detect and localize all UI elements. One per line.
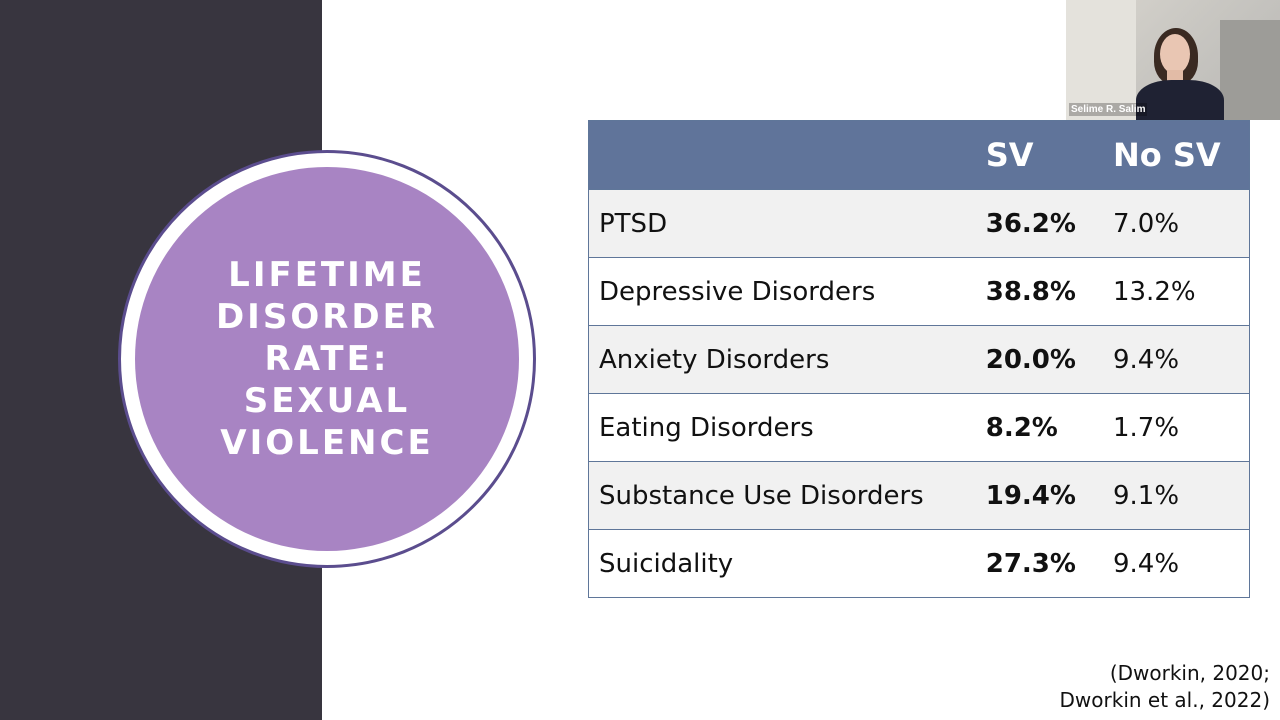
row-no-sv-value: 7.0% bbox=[1112, 189, 1250, 258]
row-label: Anxiety Disorders bbox=[588, 325, 974, 394]
disorder-rate-table: SV No SV PTSD 36.2% 7.0% Depressive Diso… bbox=[588, 120, 1250, 598]
title-circle: LIFETIME DISORDER RATE: SEXUAL VIOLENCE bbox=[135, 167, 519, 551]
citation-line: Dworkin et al., 2022) bbox=[1059, 688, 1270, 712]
slide-title: LIFETIME DISORDER RATE: SEXUAL VIOLENCE bbox=[216, 254, 438, 464]
participant-body bbox=[1136, 80, 1224, 120]
table-header-row: SV No SV bbox=[588, 120, 1250, 190]
header-no-sv: No SV bbox=[1112, 120, 1250, 190]
row-no-sv-value: 9.4% bbox=[1112, 529, 1250, 598]
row-sv-value: 19.4% bbox=[973, 461, 1113, 530]
row-label: Substance Use Disorders bbox=[588, 461, 974, 530]
header-sv: SV bbox=[973, 120, 1113, 190]
row-label: Suicidality bbox=[588, 529, 974, 598]
row-no-sv-value: 1.7% bbox=[1112, 393, 1250, 462]
row-sv-value: 8.2% bbox=[973, 393, 1113, 462]
table-row: Eating Disorders 8.2% 1.7% bbox=[588, 393, 1250, 462]
slide-title-line: DISORDER bbox=[215, 297, 439, 337]
row-label: Eating Disorders bbox=[588, 393, 974, 462]
video-background bbox=[1066, 0, 1136, 120]
table-row: Anxiety Disorders 20.0% 9.4% bbox=[588, 325, 1250, 394]
row-sv-value: 20.0% bbox=[973, 325, 1113, 394]
row-no-sv-value: 9.4% bbox=[1112, 325, 1250, 394]
row-sv-value: 38.8% bbox=[973, 257, 1113, 326]
header-label bbox=[588, 120, 974, 190]
table-row: Substance Use Disorders 19.4% 9.1% bbox=[588, 461, 1250, 530]
participant-face bbox=[1160, 34, 1190, 74]
citation: (Dworkin, 2020; Dworkin et al., 2022) bbox=[1060, 660, 1270, 714]
row-no-sv-value: 13.2% bbox=[1112, 257, 1250, 326]
slide-title-line: SEXUAL bbox=[243, 381, 411, 421]
row-sv-value: 36.2% bbox=[973, 189, 1113, 258]
row-no-sv-value: 9.1% bbox=[1112, 461, 1250, 530]
table-row: PTSD 36.2% 7.0% bbox=[588, 189, 1250, 258]
row-label: PTSD bbox=[588, 189, 974, 258]
table-row: Depressive Disorders 38.8% 13.2% bbox=[588, 257, 1250, 326]
participant-video-tile[interactable]: Selime R. Salim bbox=[1066, 0, 1280, 120]
slide-title-line: RATE: bbox=[264, 339, 390, 379]
video-background-shadow bbox=[1220, 20, 1280, 120]
citation-line: (Dworkin, 2020; bbox=[1109, 661, 1270, 685]
table-row: Suicidality 27.3% 9.4% bbox=[588, 529, 1250, 598]
slide-title-line: LIFETIME bbox=[228, 255, 426, 295]
participant-name-label: Selime R. Salim bbox=[1069, 103, 1148, 116]
row-sv-value: 27.3% bbox=[973, 529, 1113, 598]
slide-title-line: VIOLENCE bbox=[220, 423, 434, 463]
row-label: Depressive Disorders bbox=[588, 257, 974, 326]
